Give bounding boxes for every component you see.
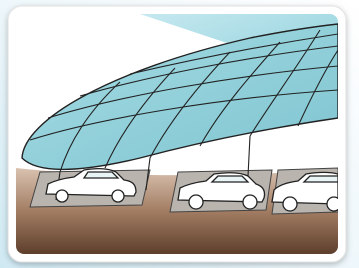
scene [16,14,341,254]
illustration [0,0,359,268]
